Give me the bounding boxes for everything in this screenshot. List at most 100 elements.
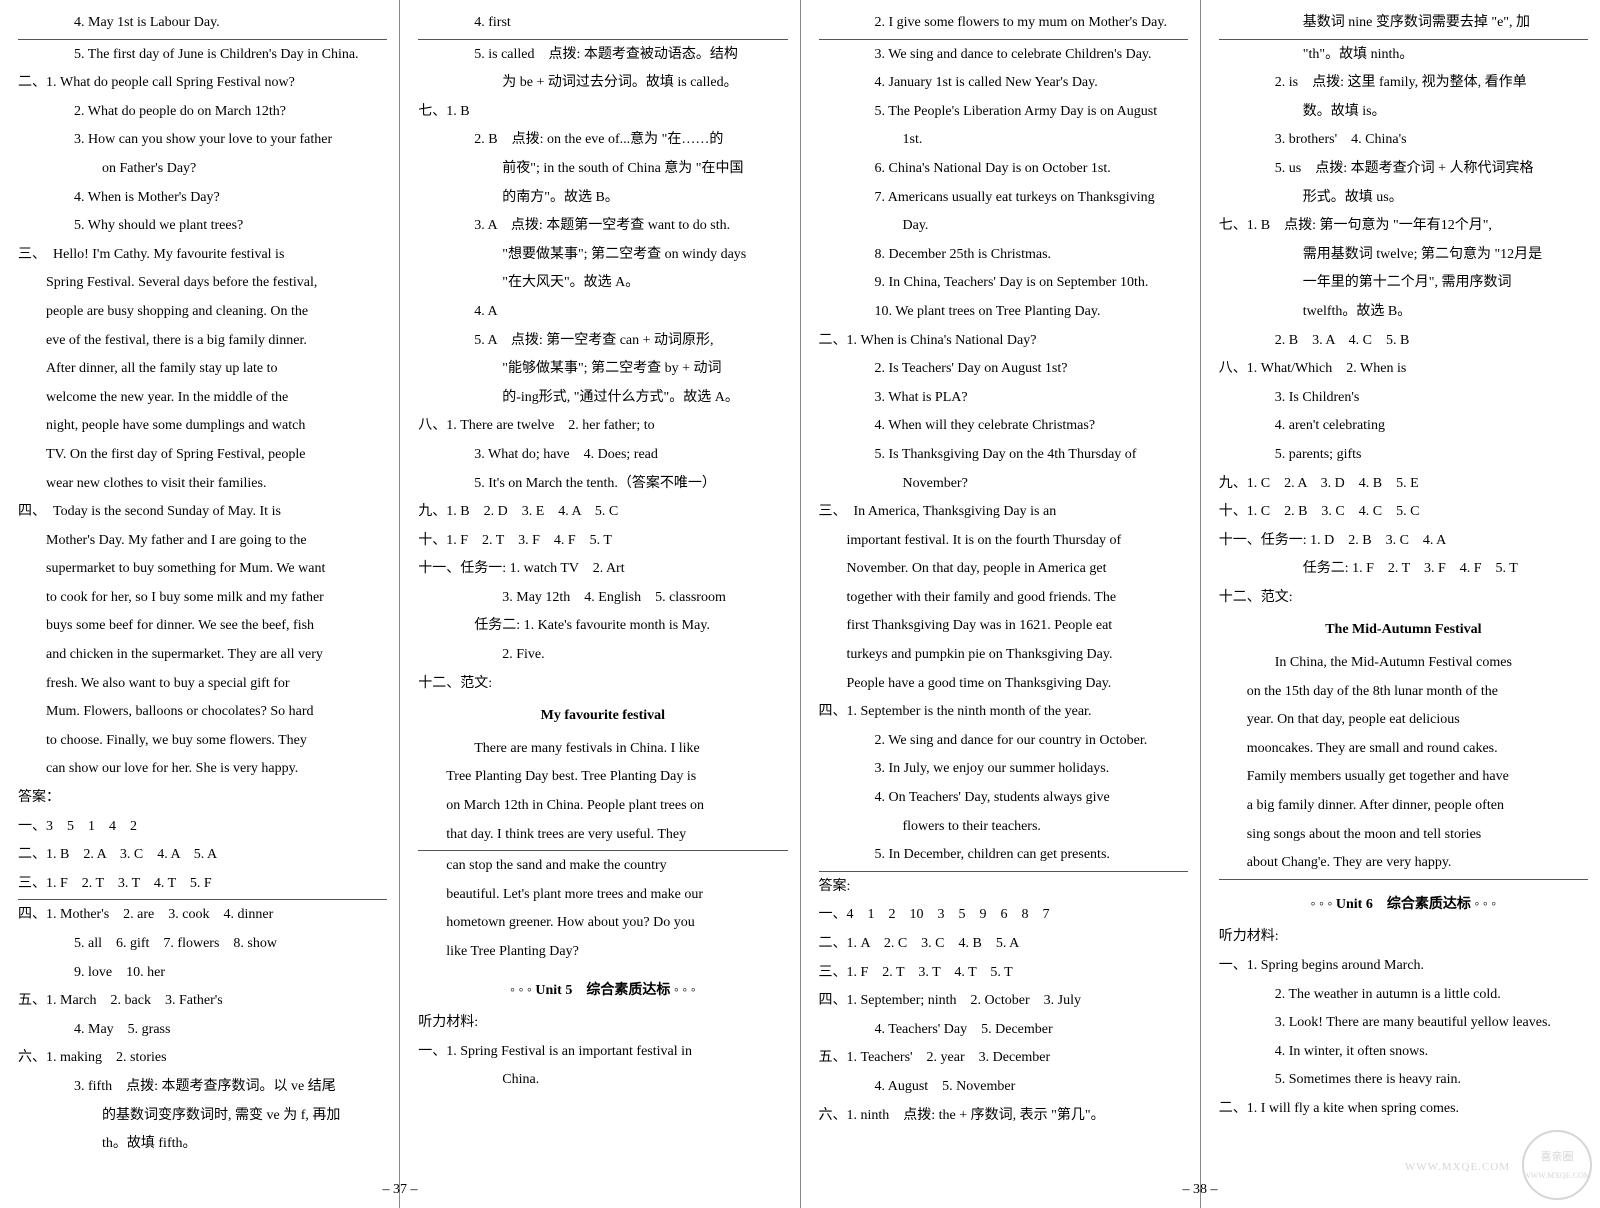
- text-line: 七、1. B 点拨: 第一句意为 "一年有12个月",: [1219, 213, 1588, 240]
- page-container: 4. May 1st is Labour Day.5. The first da…: [0, 0, 1600, 1208]
- text-line: 3. We sing and dance to celebrate Childr…: [819, 42, 1188, 69]
- text-line: night, people have some dumplings and wa…: [18, 413, 387, 440]
- text-line: 十二、范文:: [1219, 585, 1588, 612]
- text-line: 4. May 5. grass: [18, 1017, 387, 1044]
- horizontal-rule: [418, 850, 787, 851]
- text-line: 2. B 点拨: on the eve of...意为 "在……的: [418, 127, 787, 154]
- text-line: 一、1. Spring begins around March.: [1219, 953, 1588, 980]
- text-line: TV. On the first day of Spring Festival,…: [18, 442, 387, 469]
- text-line: on the 15th day of the 8th lunar month o…: [1219, 679, 1588, 706]
- text-line: 十二、范文:: [418, 671, 787, 698]
- text-line: 五、1. Teachers' 2. year 3. December: [819, 1045, 1188, 1072]
- text-line: 听力材料:: [1219, 924, 1588, 951]
- text-line: 听力材料:: [418, 1010, 787, 1037]
- text-line: 4. On Teachers' Day, students always giv…: [819, 785, 1188, 812]
- text-line: 3. Look! There are many beautiful yellow…: [1219, 1010, 1588, 1037]
- text-line: and chicken in the supermarket. They are…: [18, 642, 387, 669]
- column-2: 4. first5. is called 点拨: 本题考查被动语态。结构为 be…: [400, 0, 800, 1208]
- text-line: 5. The People's Liberation Army Day is o…: [819, 99, 1188, 126]
- text-line: to choose. Finally, we buy some flowers.…: [18, 728, 387, 755]
- text-line: Day.: [819, 213, 1188, 240]
- text-line: that day. I think trees are very useful.…: [418, 822, 787, 849]
- text-line: 三、1. F 2. T 3. T 4. T 5. F: [18, 871, 387, 898]
- text-line: 5. all 6. gift 7. flowers 8. show: [18, 931, 387, 958]
- text-line: 2. What do people do on March 12th?: [18, 99, 387, 126]
- text-line: The Mid-Autumn Festival: [1219, 617, 1588, 644]
- text-line: 任务二: 1. F 2. T 3. F 4. F 5. T: [1219, 556, 1588, 583]
- text-line: like Tree Planting Day?: [418, 939, 787, 966]
- text-line: 4. When is Mother's Day?: [18, 185, 387, 212]
- text-line: 3. A 点拨: 本题第一空考查 want to do sth.: [418, 213, 787, 240]
- text-line: 任务二: 1. Kate's favourite month is May.: [418, 613, 787, 640]
- text-line: on March 12th in China. People plant tre…: [418, 793, 787, 820]
- watermark-text: 喜亲圈: [1541, 1147, 1574, 1168]
- page-number-right: – 38 –: [1183, 1177, 1218, 1204]
- text-line: 5. In December, children can get present…: [819, 842, 1188, 869]
- text-line: 十、1. C 2. B 3. C 4. C 5. C: [1219, 499, 1588, 526]
- text-line: on Father's Day?: [18, 156, 387, 183]
- text-line: 4. January 1st is called New Year's Day.: [819, 70, 1188, 97]
- text-line: 3. What is PLA?: [819, 385, 1188, 412]
- text-line: 4. first: [418, 10, 787, 37]
- text-line: 5. Sometimes there is heavy rain.: [1219, 1067, 1588, 1094]
- text-line: 5. us 点拨: 本题考查介词 + 人称代词宾格: [1219, 156, 1588, 183]
- text-line: 一、4 1 2 10 3 5 9 6 8 7: [819, 902, 1188, 929]
- text-line: 十一、任务一: 1. watch TV 2. Art: [418, 556, 787, 583]
- text-line: There are many festivals in China. I lik…: [418, 736, 787, 763]
- text-line: 的基数词变序数词时, 需变 ve 为 f, 再加: [18, 1103, 387, 1130]
- text-line: wear new clothes to visit their families…: [18, 471, 387, 498]
- text-line: 5. Is Thanksgiving Day on the 4th Thursd…: [819, 442, 1188, 469]
- text-line: people are busy shopping and cleaning. O…: [18, 299, 387, 326]
- text-line: beautiful. Let's plant more trees and ma…: [418, 882, 787, 909]
- text-line: People have a good time on Thanksgiving …: [819, 671, 1188, 698]
- text-line: 二、1. When is China's National Day?: [819, 328, 1188, 355]
- text-line: twelfth。故选 B。: [1219, 299, 1588, 326]
- text-line: first Thanksgiving Day was in 1621. Peop…: [819, 613, 1188, 640]
- text-line: 三、 Hello! I'm Cathy. My favourite festiv…: [18, 242, 387, 269]
- text-line: Mum. Flowers, balloons or chocolates? So…: [18, 699, 387, 726]
- text-line: 一、3 5 1 4 2: [18, 814, 387, 841]
- text-line: 八、1. There are twelve 2. her father; to: [418, 413, 787, 440]
- text-line: sing songs about the moon and tell stori…: [1219, 822, 1588, 849]
- text-line: a big family dinner. After dinner, peopl…: [1219, 793, 1588, 820]
- horizontal-rule: [18, 899, 387, 900]
- text-line: 4. August 5. November: [819, 1074, 1188, 1101]
- text-line: 2. The weather in autumn is a little col…: [1219, 982, 1588, 1009]
- watermark-badge: 喜亲圈 WWW.MXQE.COM: [1522, 1130, 1592, 1200]
- text-line: 1st.: [819, 127, 1188, 154]
- text-line: 10. We plant trees on Tree Planting Day.: [819, 299, 1188, 326]
- text-line: "th"。故填 ninth。: [1219, 42, 1588, 69]
- text-line: 3. What do; have 4. Does; read: [418, 442, 787, 469]
- text-line: hometown greener. How about you? Do you: [418, 910, 787, 937]
- text-line: important festival. It is on the fourth …: [819, 528, 1188, 555]
- text-line: 3. In July, we enjoy our summer holidays…: [819, 756, 1188, 783]
- column-3: 2. I give some flowers to my mum on Moth…: [801, 0, 1201, 1208]
- text-line: "在大风天"。故选 A。: [418, 270, 787, 297]
- text-line: November. On that day, people in America…: [819, 556, 1188, 583]
- column-4: 基数词 nine 变序数词需要去掉 "e", 加"th"。故填 ninth。2.…: [1201, 0, 1600, 1208]
- text-line: 二、1. What do people call Spring Festival…: [18, 70, 387, 97]
- text-line: 4. A: [418, 299, 787, 326]
- text-line: After dinner, all the family stay up lat…: [18, 356, 387, 383]
- text-line: In China, the Mid-Autumn Festival comes: [1219, 650, 1588, 677]
- text-line: 二、1. B 2. A 3. C 4. A 5. A: [18, 842, 387, 869]
- text-line: supermarket to buy something for Mum. We…: [18, 556, 387, 583]
- text-line: "想要做某事"; 第二空考查 on windy days: [418, 242, 787, 269]
- text-line: mooncakes. They are small and round cake…: [1219, 736, 1588, 763]
- text-line: 十一、任务一: 1. D 2. B 3. C 4. A: [1219, 528, 1588, 555]
- text-line: eve of the festival, there is a big fami…: [18, 328, 387, 355]
- text-line: about Chang'e. They are very happy.: [1219, 850, 1588, 877]
- text-line: 三、1. F 2. T 3. T 4. T 5. T: [819, 960, 1188, 987]
- text-line: to cook for her, so I buy some milk and …: [18, 585, 387, 612]
- text-line: 4. aren't celebrating: [1219, 413, 1588, 440]
- text-line: 4. In winter, it often snows.: [1219, 1039, 1588, 1066]
- text-line: 二、1. A 2. C 3. C 4. B 5. A: [819, 931, 1188, 958]
- text-line: 四、1. Mother's 2. are 3. cook 4. dinner: [18, 902, 387, 929]
- text-line: together with their family and good frie…: [819, 585, 1188, 612]
- text-line: 5. The first day of June is Children's D…: [18, 42, 387, 69]
- text-line: Family members usually get together and …: [1219, 764, 1588, 791]
- text-line: flowers to their teachers.: [819, 814, 1188, 841]
- horizontal-rule: [1219, 39, 1588, 40]
- text-line: 9. love 10. her: [18, 960, 387, 987]
- text-line: 五、1. March 2. back 3. Father's: [18, 988, 387, 1015]
